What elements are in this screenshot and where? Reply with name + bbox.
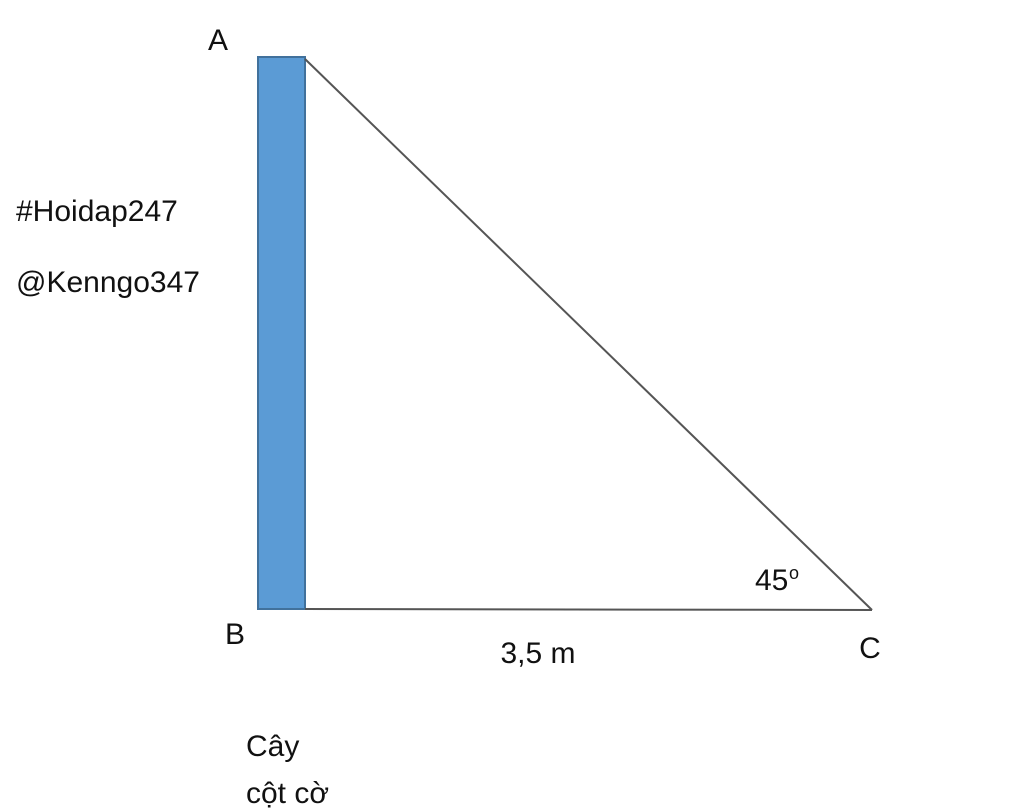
side-label: 3,5 m	[500, 637, 575, 670]
angle-value: 45	[755, 564, 788, 597]
vertex-label: B	[225, 618, 245, 651]
pole-label: cột cờ	[246, 777, 329, 810]
vertex-label: C	[859, 632, 881, 665]
vertex-label: A	[208, 24, 228, 57]
watermark: #Hoidap247	[16, 195, 178, 228]
hypotenuse	[304, 58, 873, 611]
pole-label: Cây	[246, 730, 299, 763]
angle-unit: o	[789, 563, 799, 583]
watermark: @Kenngo347	[16, 266, 200, 299]
flag-pole	[257, 56, 306, 610]
base-line	[304, 608, 873, 611]
